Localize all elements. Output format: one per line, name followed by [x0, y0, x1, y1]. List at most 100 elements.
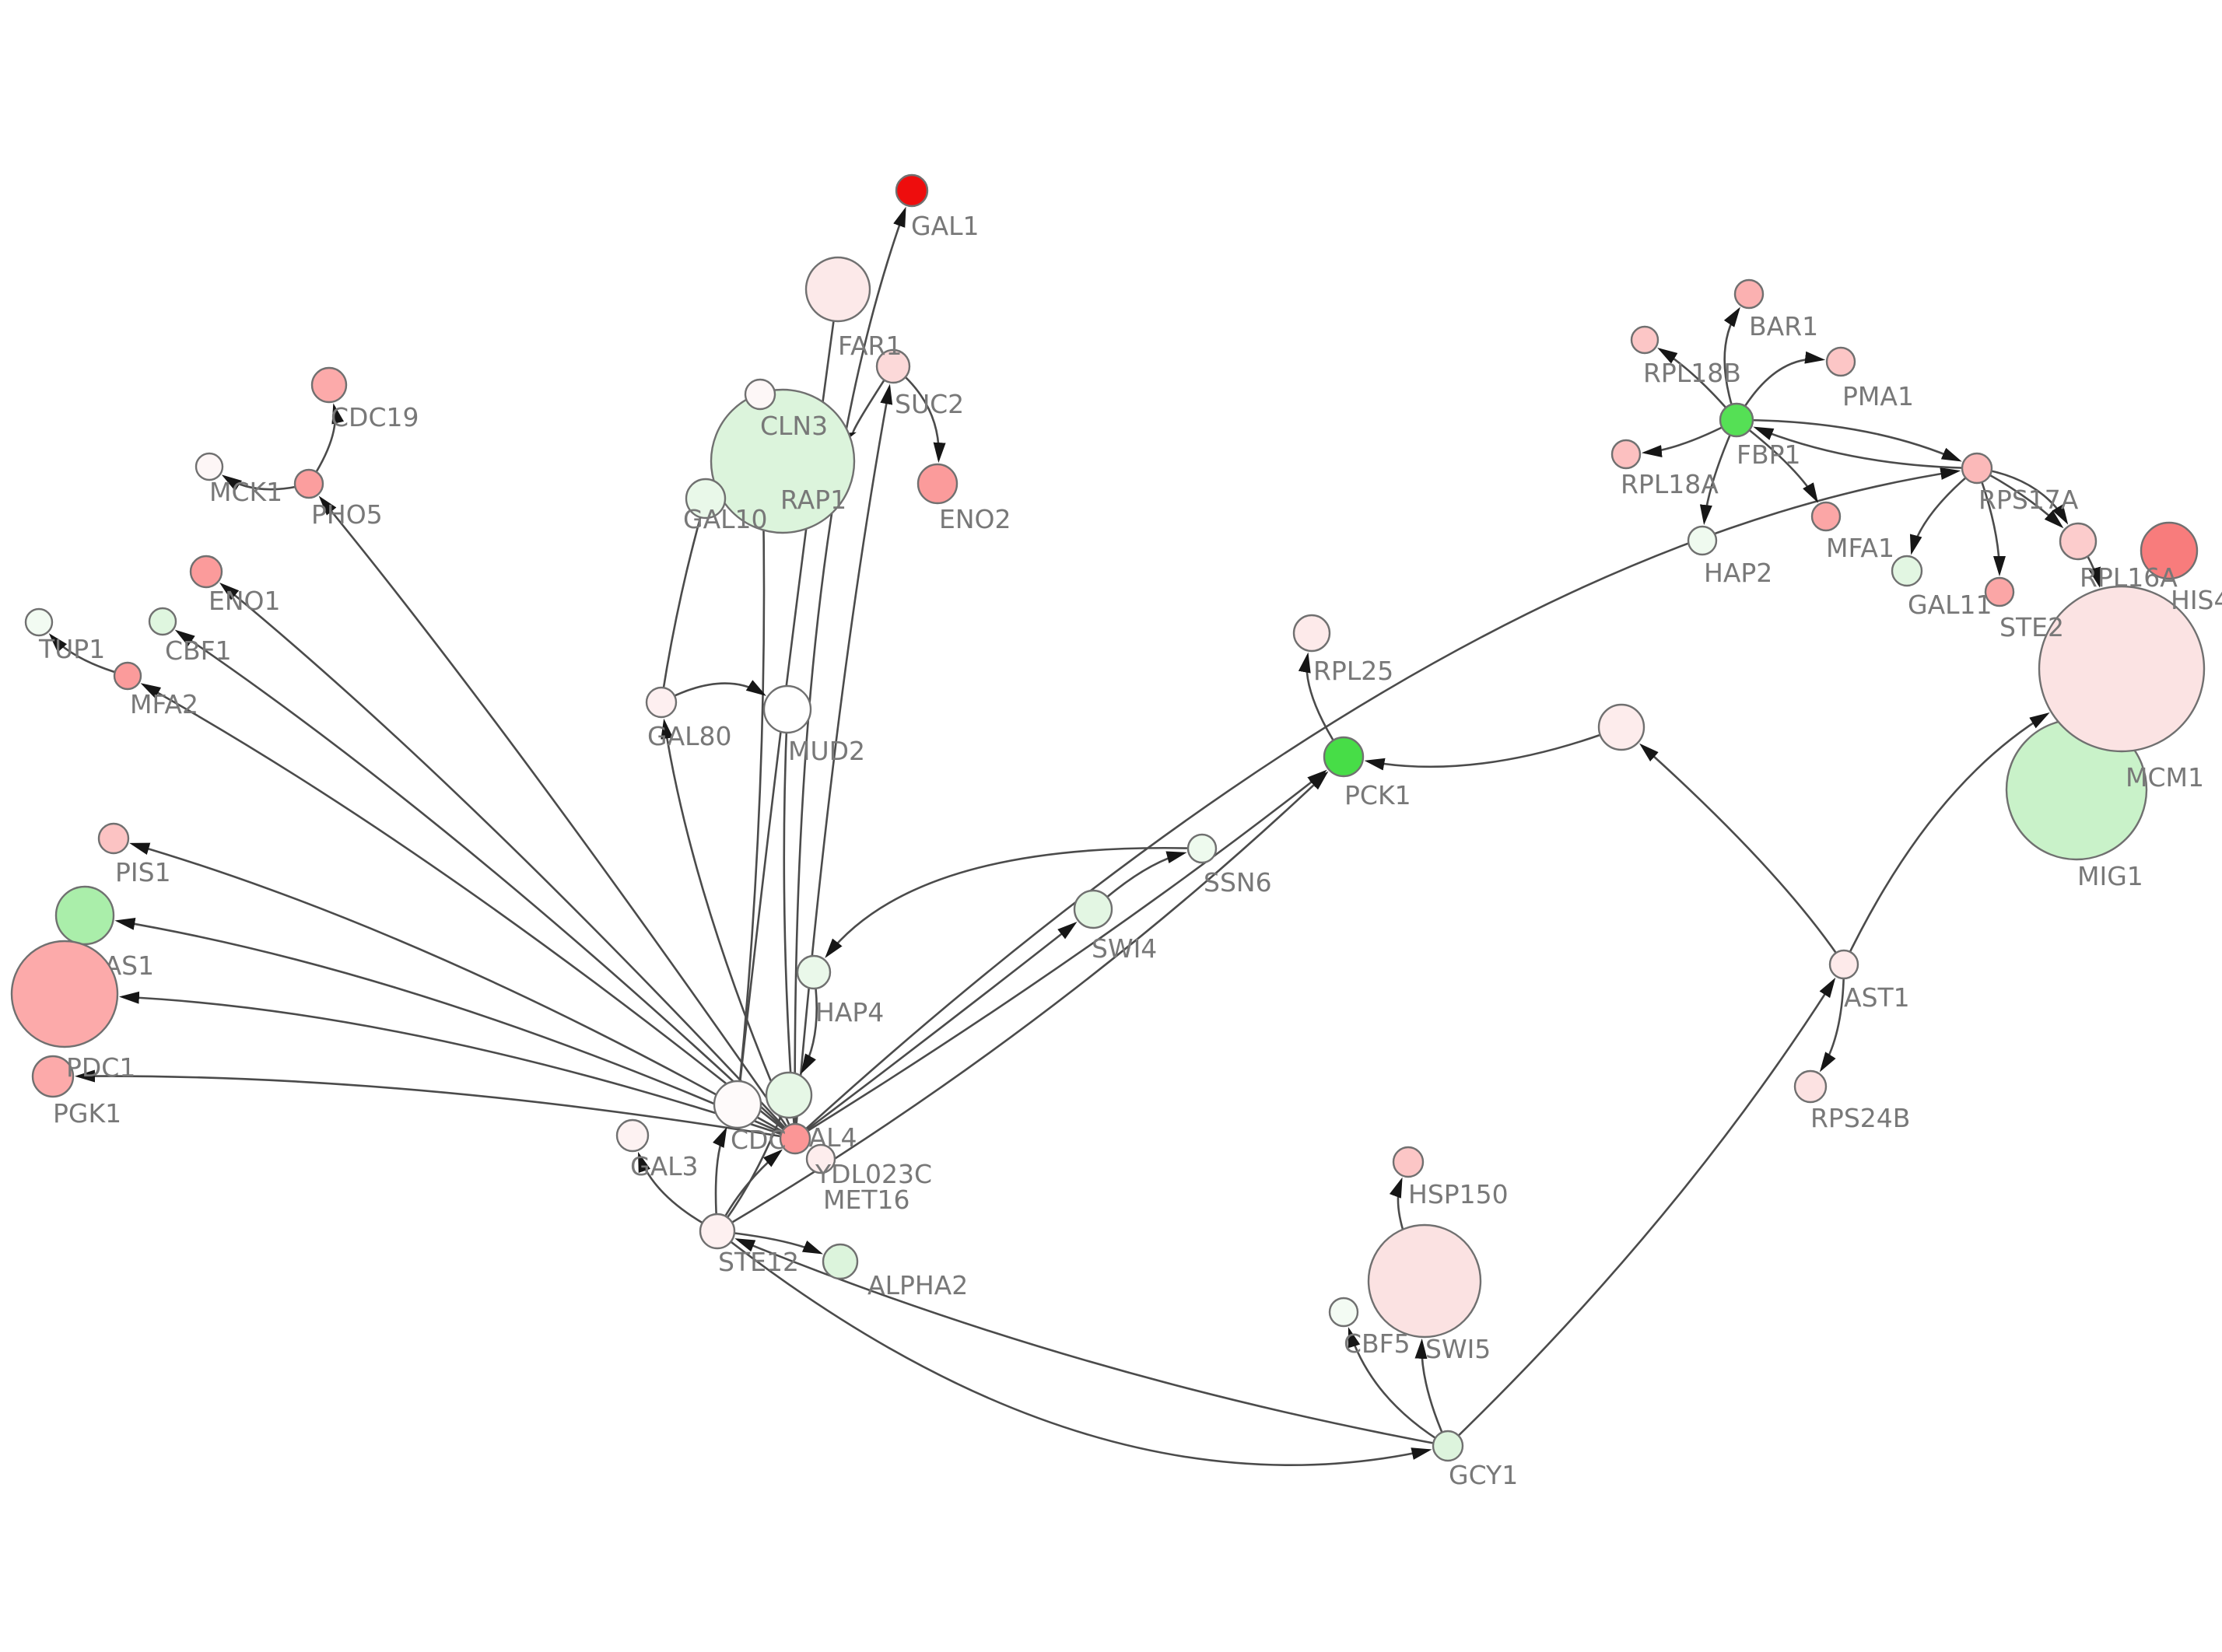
edge-UNP-PCK1	[1364, 726, 1622, 771]
node-HAP4[interactable]	[796, 954, 832, 990]
node-CDC19[interactable]	[310, 366, 348, 404]
node-CBF5[interactable]	[1328, 1297, 1359, 1328]
node-FBP1[interactable]	[1719, 402, 1754, 438]
node-RPL25[interactable]	[1292, 614, 1331, 653]
node-PGK1[interactable]	[31, 1055, 75, 1098]
node-label-GAL10: GAL10	[683, 504, 768, 534]
labels-layer: RAP1 GAL10 FAR1 GAL1 SUC2 CLN3 ENO2 GAL80 MUD2 CD…	[38, 211, 2222, 1490]
node-label-GAL11: GAL11	[1908, 590, 1992, 620]
node-RPL18A[interactable]	[1610, 439, 1642, 470]
node-MUD2[interactable]	[762, 684, 812, 734]
node-MFA2[interactable]	[113, 661, 142, 691]
node-label-RPL18A: RPL18A	[1621, 469, 1719, 499]
node-CBF1[interactable]	[148, 607, 177, 636]
node-SUC2[interactable]	[875, 348, 911, 384]
node-GAL10[interactable]	[685, 478, 727, 520]
node-PMA1[interactable]	[1825, 346, 1856, 377]
node-STE12[interactable]	[699, 1213, 736, 1250]
edge-YDL023C-PIS1	[129, 842, 796, 1140]
node-label-SUC2: SUC2	[895, 389, 964, 419]
edge-YDL023C-RPS17A	[794, 467, 1961, 1139]
node-label-PIS1: PIS1	[115, 857, 171, 887]
edge-RPS17A-FBP1	[1753, 426, 1978, 470]
node-label-MUD2: MUD2	[788, 736, 865, 766]
edge-YDL023C-MFA2	[140, 683, 796, 1140]
node-label-GCY1: GCY1	[1449, 1460, 1518, 1490]
node-label-FAR1: FAR1	[838, 331, 902, 361]
node-SWI4[interactable]	[1073, 889, 1113, 929]
node-label-CDC19: CDC19	[331, 402, 419, 432]
edge-YDL023C-PDC1	[118, 991, 796, 1140]
node-label-MFA1: MFA1	[1826, 533, 1894, 563]
node-label-ENO2: ENO2	[939, 504, 1011, 534]
edge-YDL023C-SWI4	[794, 922, 1078, 1140]
node-GAL1[interactable]	[895, 173, 929, 208]
node-TUP1[interactable]	[24, 607, 54, 637]
node-RAP1[interactable]	[710, 388, 856, 534]
node-RAS1[interactable]	[54, 885, 115, 946]
node-label-RAP1: RAP1	[780, 485, 846, 515]
node-GAL80[interactable]	[645, 686, 678, 719]
edge-YDL023C-PCK1	[794, 769, 1327, 1140]
edge-YDL023C-GAL80	[661, 718, 797, 1139]
node-label-ENO1: ENO1	[209, 586, 281, 616]
node-label-SSN6: SSN6	[1204, 867, 1272, 898]
edge-YDL023C-CBF1	[174, 629, 796, 1139]
node-label-BAR1: BAR1	[1749, 311, 1818, 341]
node-ALPHA2[interactable]	[822, 1243, 859, 1280]
node-HIS4[interactable]	[2140, 521, 2199, 580]
node-PDC1[interactable]	[10, 940, 119, 1048]
node-label-CLN3: CLN3	[760, 411, 828, 441]
node-MFA1[interactable]	[1810, 501, 1842, 532]
node-FAR1[interactable]	[804, 256, 871, 323]
node-GAL11[interactable]	[1891, 555, 1923, 587]
node-label-PGK1: PGK1	[53, 1098, 121, 1129]
node-MCK1[interactable]	[195, 452, 224, 481]
node-SWI5[interactable]	[1367, 1223, 1482, 1339]
node-HSP150[interactable]	[1392, 1146, 1425, 1178]
node-label-MCM1: MCM1	[2126, 762, 2204, 793]
node-label-PMA1: PMA1	[1842, 381, 1914, 411]
node-CDC[interactable]	[713, 1080, 762, 1129]
edge-SSN6-HAP4	[825, 846, 1203, 958]
node-label-TUP1: TUP1	[38, 634, 105, 664]
edge-GCY1-CBF5	[1348, 1327, 1449, 1447]
node-PCK1[interactable]	[1323, 736, 1365, 778]
node-STE2[interactable]	[1984, 576, 2015, 607]
node-AST1[interactable]	[1828, 949, 1859, 980]
node-HAP2[interactable]	[1687, 525, 1718, 556]
node-GCY1[interactable]	[1432, 1430, 1464, 1462]
node-label-STE2: STE2	[1999, 612, 2064, 642]
node-RPS17A[interactable]	[1961, 452, 1993, 485]
node-PIS1[interactable]	[97, 822, 130, 855]
node-label-RPS17A: RPS17A	[1978, 485, 2079, 515]
node-ENO2[interactable]	[916, 463, 959, 505]
node-RPL16A[interactable]	[2059, 522, 2098, 561]
edge-YDL023C-PHO5	[318, 495, 797, 1139]
node-label-CBF1: CBF1	[165, 635, 232, 666]
node-unlabeled-unp[interactable]	[1597, 703, 1645, 751]
node-label-SWI5: SWI5	[1425, 1334, 1491, 1364]
node-ENO1[interactable]	[189, 555, 223, 589]
node-label-MCK1: MCK1	[209, 477, 282, 507]
node-BAR1[interactable]	[1733, 278, 1765, 310]
node-RPL18B[interactable]	[1630, 325, 1659, 355]
node-label-CBF5: CBF5	[1344, 1328, 1411, 1359]
node-PHO5[interactable]	[293, 468, 324, 499]
node-SSN6[interactable]	[1186, 833, 1218, 864]
node-label-RPL25: RPL25	[1313, 656, 1393, 686]
node-MET16[interactable]	[805, 1143, 836, 1174]
node-GAL4[interactable]	[765, 1071, 813, 1119]
node-MCM1[interactable]	[2038, 585, 2206, 753]
node-label-PHO5: PHO5	[311, 499, 383, 530]
node-GAL3[interactable]	[615, 1118, 650, 1153]
node-label-SWI4: SWI4	[1092, 933, 1157, 964]
node-YDL023C[interactable]	[779, 1122, 811, 1155]
node-CLN3[interactable]	[744, 378, 776, 411]
edge-STE12-PCK1	[717, 771, 1329, 1233]
node-label-RPL18B: RPL18B	[1643, 358, 1741, 388]
edges-layer	[48, 206, 2101, 1466]
node-RPS24B[interactable]	[1793, 1069, 1828, 1104]
